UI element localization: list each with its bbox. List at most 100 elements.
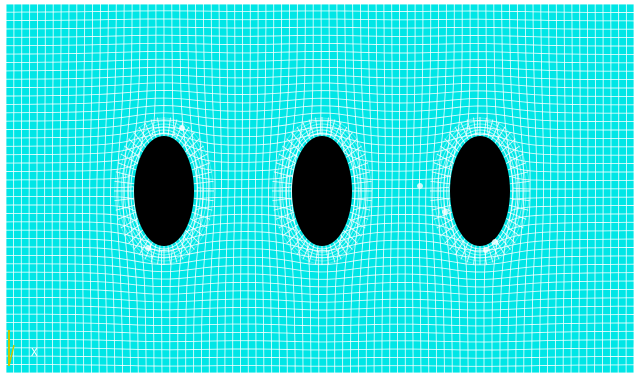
- mesh-line-vertical: [483, 4, 489, 373]
- mesh-radial-spoke: [325, 117, 329, 137]
- mesh-radial-spoke: [329, 243, 336, 263]
- mesh-line-vertical: [208, 3, 216, 373]
- mesh-line-vertical: [334, 4, 345, 373]
- mesh-radial-spoke: [124, 145, 141, 158]
- mesh-radial-spoke: [192, 171, 213, 178]
- mesh-crowding-spot: [145, 245, 151, 251]
- mesh-line-vertical: [317, 4, 322, 373]
- mesh-line-vertical: [89, 3, 94, 373]
- mesh-radial-spoke: [466, 243, 473, 263]
- mesh-radial-spoke: [500, 138, 516, 153]
- mesh-radial-spoke: [296, 126, 308, 144]
- mesh-radial-spoke: [339, 234, 353, 250]
- mesh-radial-spoke: [491, 122, 500, 141]
- mesh-radial-spoke: [133, 234, 147, 250]
- mesh-radial-spoke: [181, 234, 195, 250]
- mesh-radial-spoke: [349, 211, 369, 220]
- mesh-line-vertical: [357, 4, 367, 373]
- mesh-radial-spoke: [487, 243, 494, 263]
- mesh-radial-spoke: [433, 162, 453, 171]
- mesh-line-vertical: [66, 3, 70, 373]
- mesh-radial-spoke: [189, 153, 208, 164]
- triad-x-label: X: [31, 346, 38, 359]
- mesh-radial-spoke: [117, 162, 137, 171]
- mesh-line-vertical: [103, 3, 109, 373]
- mesh-line-vertical: [96, 3, 101, 373]
- mesh-line-vertical: [240, 4, 244, 373]
- mesh-line-vertical: [122, 4, 133, 373]
- mesh-line-horizontal: [6, 174, 634, 181]
- mesh-radial-spoke: [184, 138, 200, 153]
- mesh-crowding-spot: [492, 239, 498, 245]
- mesh-line-vertical: [261, 4, 267, 373]
- mesh-line-vertical: [200, 4, 210, 373]
- mesh-line-vertical: [116, 3, 125, 373]
- mesh-radial-spoke: [351, 197, 372, 202]
- mesh-radial-spoke: [336, 238, 348, 256]
- mesh-line-vertical: [169, 4, 175, 373]
- mesh-line-vertical: [397, 4, 401, 373]
- mesh-radial-spoke: [114, 180, 135, 185]
- mesh-radial-spoke: [315, 117, 319, 137]
- mesh-radial-spoke: [505, 218, 524, 229]
- mesh-radial-spoke: [350, 204, 371, 211]
- mesh-line-vertical: [247, 4, 251, 373]
- mesh-radial-spoke: [192, 204, 213, 211]
- mesh-line-vertical: [425, 4, 432, 373]
- mesh-radial-spoke: [171, 119, 178, 139]
- mesh-radial-spoke: [115, 171, 136, 178]
- mesh-radial-spoke: [430, 197, 451, 202]
- mesh-line-vertical: [81, 4, 86, 373]
- mesh-radial-spoke: [187, 145, 204, 158]
- mesh-radial-spoke: [431, 171, 452, 178]
- mesh-line-vertical: [389, 4, 393, 373]
- mesh-line-vertical: [499, 4, 514, 373]
- mesh-radial-spoke: [494, 126, 506, 144]
- mesh-line-vertical: [224, 3, 229, 373]
- mesh-line-vertical: [59, 4, 62, 373]
- mesh-line-vertical: [609, 4, 612, 373]
- mesh-radial-spoke: [508, 204, 529, 211]
- mesh-radial-spoke: [278, 218, 297, 229]
- mesh-line-vertical: [562, 3, 566, 373]
- mesh-line-vertical: [617, 4, 620, 373]
- mesh-radial-spoke: [302, 122, 311, 141]
- mesh-lines: [5, 3, 634, 373]
- mesh-radial-spoke: [505, 153, 524, 164]
- mesh-radial-spoke: [278, 153, 297, 164]
- mesh-radial-spoke: [286, 138, 302, 153]
- mesh-radial-spoke: [454, 126, 466, 144]
- mesh-line-vertical: [404, 4, 408, 373]
- mesh-radial-spoke: [138, 126, 150, 144]
- mesh-radial-spoke: [507, 162, 527, 171]
- mesh-radial-spoke: [333, 241, 342, 260]
- mesh-radial-spoke: [345, 145, 362, 158]
- mesh-radial-spoke: [275, 162, 295, 171]
- mesh-line-vertical: [373, 3, 380, 373]
- mesh-line-vertical: [291, 4, 306, 373]
- mesh-radial-spoke: [193, 197, 214, 202]
- mesh-radial-spoke: [286, 229, 302, 244]
- mesh-radial-spoke: [184, 229, 200, 244]
- mesh-radial-spoke: [272, 197, 293, 202]
- mesh-radial-spoke: [272, 180, 293, 185]
- mesh-radial-spoke: [275, 211, 295, 220]
- mesh-line-vertical: [254, 4, 259, 373]
- mesh-radial-spoke: [291, 132, 305, 148]
- mesh-line-vertical: [586, 3, 589, 373]
- mesh-line-vertical: [539, 4, 545, 373]
- mesh-line-vertical: [306, 4, 314, 373]
- mesh-crowding-spot: [442, 209, 448, 215]
- mesh-line-vertical: [491, 4, 501, 373]
- mesh-radial-spoke: [124, 224, 141, 237]
- mesh-radial-spoke: [150, 243, 157, 263]
- mesh-radial-spoke: [128, 229, 144, 244]
- elliptical-hole-3: [450, 136, 510, 246]
- mesh-radial-spoke: [128, 138, 144, 153]
- mesh-radial-spoke: [431, 204, 452, 211]
- elliptical-hole-1: [134, 136, 194, 246]
- mesh-radial-spoke: [171, 243, 178, 263]
- mesh-line-vertical: [193, 3, 204, 373]
- mesh-line-vertical: [365, 4, 373, 373]
